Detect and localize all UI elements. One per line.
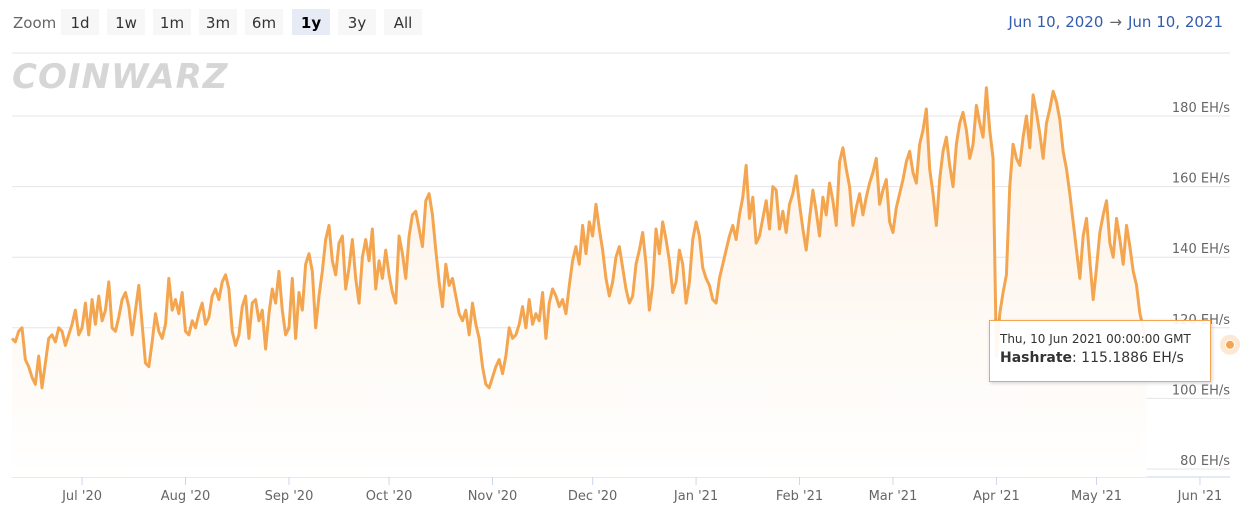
- x-tick-label: Feb '21: [776, 489, 823, 504]
- tooltip-series-label: Hashrate: [1000, 350, 1073, 366]
- coinwarz-watermark: COINWARZ: [12, 57, 229, 97]
- zoom-6m-button[interactable]: 6m: [245, 9, 283, 35]
- x-tick-label: Jun '21: [1177, 489, 1223, 504]
- tooltip: Thu, 10 Jun 2021 00:00:00 GMT Hashrate: …: [989, 320, 1211, 382]
- zoom-1d-button[interactable]: 1d: [61, 9, 99, 35]
- zoom-1m-button[interactable]: 1m: [153, 9, 191, 35]
- hashrate-area: [12, 87, 1147, 477]
- tooltip-value-row: Hashrate: 115.1886 EH/s: [1000, 350, 1184, 366]
- y-tick-label: 160 EH/s: [1172, 172, 1230, 187]
- x-tick-label: Aug '20: [161, 489, 211, 504]
- x-tick-label: Dec '20: [568, 489, 617, 504]
- zoom-3m-button[interactable]: 3m: [199, 9, 237, 35]
- zoom-1w-button[interactable]: 1w: [107, 9, 145, 35]
- zoom-label: Zoom: [13, 14, 57, 32]
- hover-marker[interactable]: [1220, 334, 1240, 355]
- x-tick-label: Jan '21: [673, 489, 718, 504]
- hashrate-line: [10, 86, 1149, 390]
- x-tick-label: Mar '21: [869, 489, 918, 504]
- x-axis: Jul '20 Aug '20 Sep '20 Oct '20 Nov '20 Dec '…: [12, 476, 1230, 504]
- y-tick-label: 140 EH/s: [1172, 242, 1230, 257]
- tooltip-date: Thu, 10 Jun 2021 00:00:00 GMT: [1000, 332, 1191, 346]
- y-tick-label: 80 EH/s: [1180, 454, 1230, 469]
- tooltip-value: : 115.1886 EH/s: [1072, 350, 1184, 366]
- y-tick-label: 100 EH/s: [1172, 383, 1230, 398]
- zoom-1y-button[interactable]: 1y: [292, 9, 330, 35]
- range-arrow: →: [1109, 13, 1122, 31]
- range-to-input[interactable]: Jun 10, 2021: [1127, 13, 1223, 31]
- hover-point[interactable]: [1225, 339, 1235, 350]
- x-tick-label: Sep '20: [265, 489, 314, 504]
- x-tick-label: Jul '20: [61, 489, 102, 504]
- zoom-all-button[interactable]: All: [384, 9, 422, 35]
- x-tick-label: May '21: [1071, 489, 1122, 504]
- x-tick-label: Oct '20: [366, 489, 413, 504]
- range-selector-toolbar: Zoom 1d 1w 1m 3m 6m 1y 3y All Jun 10, 20…: [0, 0, 1244, 44]
- range-from-input[interactable]: Jun 10, 2020: [1008, 13, 1104, 31]
- y-tick-label: 180 EH/s: [1172, 101, 1230, 116]
- date-range: Jun 10, 2020 → Jun 10, 2021: [1008, 13, 1223, 31]
- zoom-3y-button[interactable]: 3y: [338, 9, 376, 35]
- x-tick-label: Nov '20: [468, 489, 518, 504]
- x-tick-label: Apr '21: [973, 489, 1020, 504]
